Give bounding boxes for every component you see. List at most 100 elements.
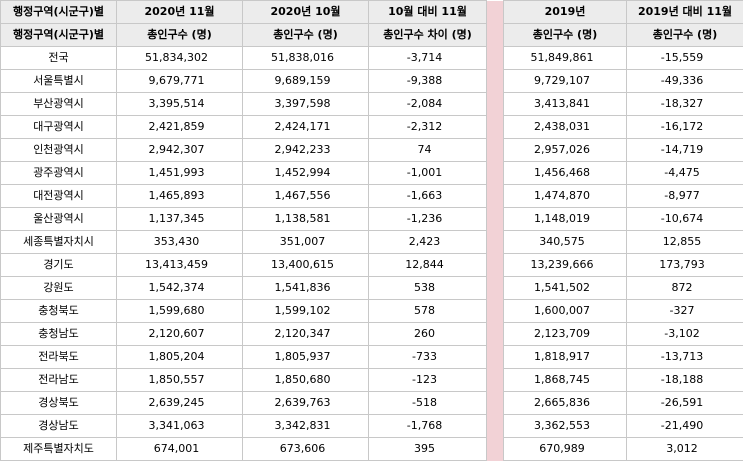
column-separator [487, 1, 504, 24]
region-column-header: 행정구역(시군구)별 [1, 24, 117, 47]
value-cell: -14,719 [627, 139, 743, 162]
column-header: 총인구수 (명) [243, 24, 369, 47]
value-cell: 3,395,514 [117, 93, 243, 116]
column-header: 2020년 10월 [243, 1, 369, 24]
column-header: 총인구수 차이 (명) [369, 24, 487, 47]
value-cell: -1,236 [369, 208, 487, 231]
value-cell: -3,102 [627, 323, 743, 346]
region-cell: 경상북도 [1, 392, 117, 415]
value-cell: 3,362,553 [504, 415, 627, 438]
region-cell: 세종특별자치시 [1, 231, 117, 254]
value-cell: -123 [369, 369, 487, 392]
value-cell: 51,849,861 [504, 47, 627, 70]
value-cell: -10,674 [627, 208, 743, 231]
value-cell: -9,388 [369, 70, 487, 93]
column-header: 총인구수 (명) [504, 24, 627, 47]
value-cell: 13,239,666 [504, 254, 627, 277]
value-cell: -4,475 [627, 162, 743, 185]
value-cell: -327 [627, 300, 743, 323]
value-cell: 1,600,007 [504, 300, 627, 323]
value-cell: 1,850,557 [117, 369, 243, 392]
value-cell: 51,834,302 [117, 47, 243, 70]
value-cell: -16,172 [627, 116, 743, 139]
value-cell: 2,120,347 [243, 323, 369, 346]
value-cell: 1,805,204 [117, 346, 243, 369]
value-cell: -2,312 [369, 116, 487, 139]
region-cell: 경기도 [1, 254, 117, 277]
value-cell: 1,868,745 [504, 369, 627, 392]
column-separator [487, 70, 504, 93]
value-cell: 1,148,019 [504, 208, 627, 231]
column-separator [487, 185, 504, 208]
value-cell: 2,957,026 [504, 139, 627, 162]
column-separator [487, 300, 504, 323]
value-cell: 1,467,556 [243, 185, 369, 208]
value-cell: 13,400,615 [243, 254, 369, 277]
value-cell: 2,639,245 [117, 392, 243, 415]
value-cell: 670,989 [504, 438, 627, 461]
value-cell: 1,542,374 [117, 277, 243, 300]
value-cell: 2,438,031 [504, 116, 627, 139]
value-cell: 1,452,994 [243, 162, 369, 185]
region-cell: 전국 [1, 47, 117, 70]
region-cell: 경상남도 [1, 415, 117, 438]
value-cell: 1,451,993 [117, 162, 243, 185]
value-cell: 674,001 [117, 438, 243, 461]
region-cell: 서울특별시 [1, 70, 117, 93]
value-cell: -21,490 [627, 415, 743, 438]
value-cell: -518 [369, 392, 487, 415]
value-cell: 1,137,345 [117, 208, 243, 231]
region-cell: 전라북도 [1, 346, 117, 369]
column-separator [487, 162, 504, 185]
column-header: 2019년 [504, 1, 627, 24]
value-cell: -2,084 [369, 93, 487, 116]
value-cell: 1,818,917 [504, 346, 627, 369]
column-header: 총인구수 (명) [627, 24, 743, 47]
column-separator [487, 93, 504, 116]
value-cell: 1,599,680 [117, 300, 243, 323]
column-separator [487, 392, 504, 415]
column-header: 2020년 11월 [117, 1, 243, 24]
value-cell: 2,424,171 [243, 116, 369, 139]
value-cell: 1,541,836 [243, 277, 369, 300]
value-cell: 872 [627, 277, 743, 300]
column-separator [487, 47, 504, 70]
column-separator [487, 438, 504, 461]
value-cell: -733 [369, 346, 487, 369]
region-cell: 부산광역시 [1, 93, 117, 116]
value-cell: 3,397,598 [243, 93, 369, 116]
column-separator [487, 277, 504, 300]
value-cell: 538 [369, 277, 487, 300]
value-cell: 51,838,016 [243, 47, 369, 70]
value-cell: -1,663 [369, 185, 487, 208]
value-cell: 1,541,502 [504, 277, 627, 300]
region-cell: 인천광역시 [1, 139, 117, 162]
region-cell: 울산광역시 [1, 208, 117, 231]
value-cell: 353,430 [117, 231, 243, 254]
value-cell: 1,138,581 [243, 208, 369, 231]
column-separator [487, 24, 504, 47]
value-cell: 3,012 [627, 438, 743, 461]
value-cell: 9,689,159 [243, 70, 369, 93]
value-cell: 2,665,836 [504, 392, 627, 415]
value-cell: 673,606 [243, 438, 369, 461]
region-cell: 대전광역시 [1, 185, 117, 208]
column-separator [487, 323, 504, 346]
value-cell: 395 [369, 438, 487, 461]
value-cell: 1,465,893 [117, 185, 243, 208]
column-separator [487, 346, 504, 369]
value-cell: -13,713 [627, 346, 743, 369]
